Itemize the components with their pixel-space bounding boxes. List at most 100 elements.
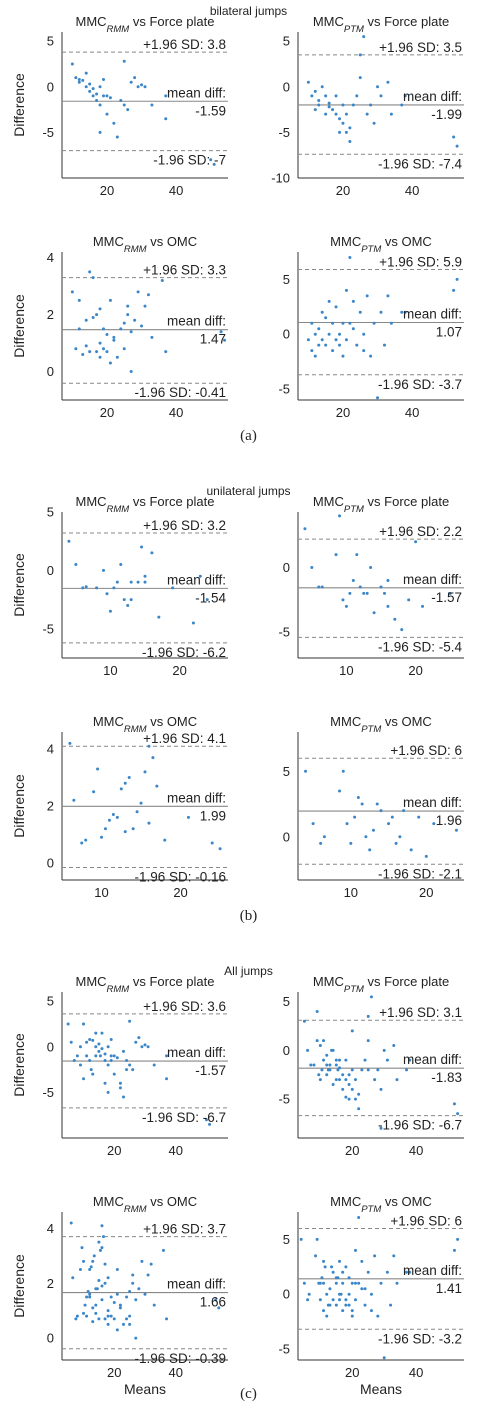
data-point — [355, 343, 359, 347]
data-point — [198, 574, 202, 578]
data-point — [353, 1298, 357, 1302]
data-point — [320, 1276, 324, 1280]
data-point — [140, 1259, 144, 1263]
data-point — [338, 343, 341, 347]
data-point — [94, 1045, 98, 1049]
data-point — [105, 350, 109, 354]
data-point — [353, 1097, 357, 1101]
data-point — [371, 828, 375, 832]
data-point — [106, 1314, 110, 1318]
data-point — [322, 1039, 326, 1043]
data-point — [331, 1298, 335, 1302]
y-tick-label: 0 — [283, 1287, 290, 1302]
mean-diff-value: 1.07 — [436, 324, 462, 339]
data-point — [385, 1270, 389, 1274]
data-point — [119, 327, 123, 331]
panel-title: MMCPTM vs OMC — [330, 1194, 432, 1215]
data-point — [125, 1058, 129, 1062]
data-point — [362, 332, 366, 336]
data-point — [307, 1292, 311, 1296]
data-point — [122, 321, 126, 325]
data-point — [313, 332, 317, 336]
upper-limit-label: +1.96 SD: 3.7 — [143, 1222, 226, 1237]
data-point — [102, 77, 105, 81]
panel-title: MMCPTM vs Force plate — [313, 14, 449, 35]
upper-limit-label: +1.96 SD: 3.6 — [143, 999, 226, 1014]
data-point — [97, 1240, 101, 1244]
x-tick-label: 20 — [107, 1365, 121, 1380]
data-point — [149, 1262, 153, 1266]
data-point — [160, 278, 164, 282]
data-point — [119, 98, 123, 102]
data-point — [390, 815, 394, 819]
data-point — [317, 343, 321, 347]
y-tick-label: 0 — [47, 1331, 54, 1346]
data-point — [315, 1039, 319, 1043]
data-point — [363, 1287, 367, 1291]
data-point — [306, 1298, 310, 1302]
data-point — [360, 1259, 364, 1263]
data-point — [88, 1037, 92, 1041]
y-tick-label: -5 — [278, 125, 290, 140]
data-point — [318, 1298, 322, 1302]
lower-limit-label: -1.96 SD: -2.1 — [378, 866, 462, 881]
panel-title-suffix: vs Force plate — [364, 14, 449, 29]
group-title: All jumps — [224, 964, 273, 978]
data-point — [84, 585, 88, 589]
data-point — [369, 1309, 373, 1313]
data-point — [372, 611, 376, 615]
data-point — [322, 835, 326, 839]
data-point — [128, 1063, 132, 1067]
data-point — [302, 1019, 306, 1023]
data-point — [400, 310, 404, 314]
data-point — [112, 1072, 116, 1076]
data-point — [125, 1317, 129, 1321]
data-point — [98, 85, 102, 89]
data-point — [108, 609, 112, 613]
panel-title-subscript: PTM — [344, 504, 364, 515]
data-point — [322, 1259, 326, 1263]
data-point — [405, 1068, 409, 1072]
data-point — [408, 1058, 412, 1062]
data-point — [303, 527, 307, 531]
data-point — [108, 361, 112, 365]
panel-title: MMCPTM vs OMC — [330, 714, 432, 735]
data-point — [95, 1287, 99, 1291]
data-point — [366, 1270, 370, 1274]
panel-title-subscript: RMM — [107, 504, 130, 515]
data-point — [360, 1068, 364, 1072]
data-point — [100, 1031, 104, 1035]
data-point — [376, 85, 380, 89]
data-point — [344, 1078, 348, 1082]
data-point — [314, 1254, 318, 1258]
group-caption: (c) — [240, 1386, 257, 1402]
data-point — [338, 130, 341, 134]
data-point — [91, 315, 95, 319]
data-point — [310, 94, 314, 98]
group-title: unilateral jumps — [206, 484, 290, 498]
data-point — [108, 96, 112, 100]
x-tick-label: 40 — [409, 1143, 423, 1158]
mean-diff-value: -1.57 — [431, 590, 462, 605]
data-point — [350, 1068, 354, 1072]
data-point — [100, 835, 104, 839]
data-point — [82, 1259, 86, 1263]
data-point — [107, 818, 111, 822]
data-point — [88, 1268, 92, 1272]
y-tick-label: -5 — [42, 621, 54, 636]
data-point — [310, 321, 314, 325]
data-point — [223, 338, 227, 342]
data-point — [357, 1107, 361, 1111]
data-point — [379, 94, 383, 98]
data-point — [376, 1314, 380, 1318]
data-point — [379, 1281, 383, 1285]
data-point — [94, 1303, 98, 1307]
panel: MMCPTM vs OMC -5 0 5 20 40 +1.96 SD: 6 mean dif… — [278, 1194, 464, 1397]
data-point — [128, 1289, 132, 1293]
data-point — [103, 827, 107, 831]
data-point — [146, 1273, 150, 1277]
data-point — [115, 1268, 119, 1272]
data-point — [379, 1126, 383, 1130]
data-point — [421, 604, 424, 608]
data-point — [98, 355, 102, 359]
